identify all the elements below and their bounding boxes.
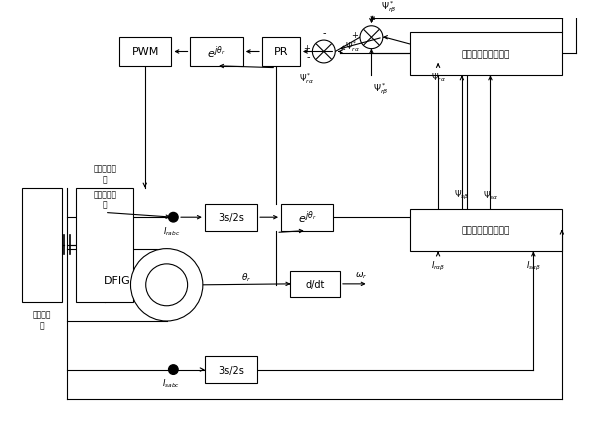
Text: $\Psi_{r\beta}^*$: $\Psi_{r\beta}^*$ [381,0,397,15]
Bar [22,188,62,302]
Text: $I_{sabc}$: $I_{sabc}$ [163,377,181,389]
Bar [76,188,133,302]
Text: 3s/2s: 3s/2s [218,365,244,375]
Text: 转子侧变换
器: 转子侧变换 器 [93,190,116,209]
Text: $\theta_r$: $\theta_r$ [241,271,252,284]
Text: PR: PR [274,47,288,57]
Text: DFIG: DFIG [104,275,131,286]
Text: $\Psi_{r\alpha}$: $\Psi_{r\alpha}$ [431,72,446,84]
Circle shape [146,264,188,306]
Circle shape [130,249,203,321]
Circle shape [360,27,383,49]
Text: 网侧变换
器: 网侧变换 器 [32,310,51,329]
Text: $\Psi_{s\alpha}$: $\Psi_{s\alpha}$ [482,189,498,202]
Bar [290,271,340,298]
Text: $\Psi_{s\beta}$: $\Psi_{s\beta}$ [454,188,470,202]
Bar [205,356,257,383]
Text: 3s/2s: 3s/2s [218,213,244,223]
Circle shape [313,41,335,64]
Bar [119,38,172,67]
Bar [410,209,562,252]
Text: $\Psi_{r\alpha}^*$: $\Psi_{r\alpha}^*$ [345,39,359,54]
Text: $I_{s\alpha\beta}$: $I_{s\alpha\beta}$ [526,259,541,273]
Text: $e^{j\theta_r}$: $e^{j\theta_r}$ [298,209,317,226]
Circle shape [169,365,178,375]
Text: +: + [351,31,358,40]
Circle shape [169,213,178,222]
Text: $\Psi_{r\beta}^*$: $\Psi_{r\beta}^*$ [373,81,389,96]
Text: $e^{j\theta_r}$: $e^{j\theta_r}$ [207,44,226,61]
Text: $\omega_r$: $\omega_r$ [355,270,367,280]
Bar [410,34,562,76]
Bar [205,204,257,231]
Text: -: - [307,52,310,62]
Text: +: + [368,15,375,24]
Bar [190,38,243,67]
Text: $I_{r\alpha\beta}$: $I_{r\alpha\beta}$ [431,259,445,273]
Bar [281,204,334,231]
Text: $I_{rabc}$: $I_{rabc}$ [163,225,180,237]
Text: -: - [322,28,326,38]
Text: +: + [304,44,310,53]
Text: $\Psi_{r\alpha}^*$: $\Psi_{r\alpha}^*$ [299,71,314,86]
Bar [262,38,300,67]
Text: 转子侧变换
器: 转子侧变换 器 [93,164,116,184]
Text: 定子和转子磁链计算: 定子和转子磁链计算 [461,226,510,235]
Text: PWM: PWM [131,47,159,57]
Text: d/dt: d/dt [305,279,325,289]
Text: 转子磁链给定值计算: 转子磁链给定值计算 [461,50,510,59]
